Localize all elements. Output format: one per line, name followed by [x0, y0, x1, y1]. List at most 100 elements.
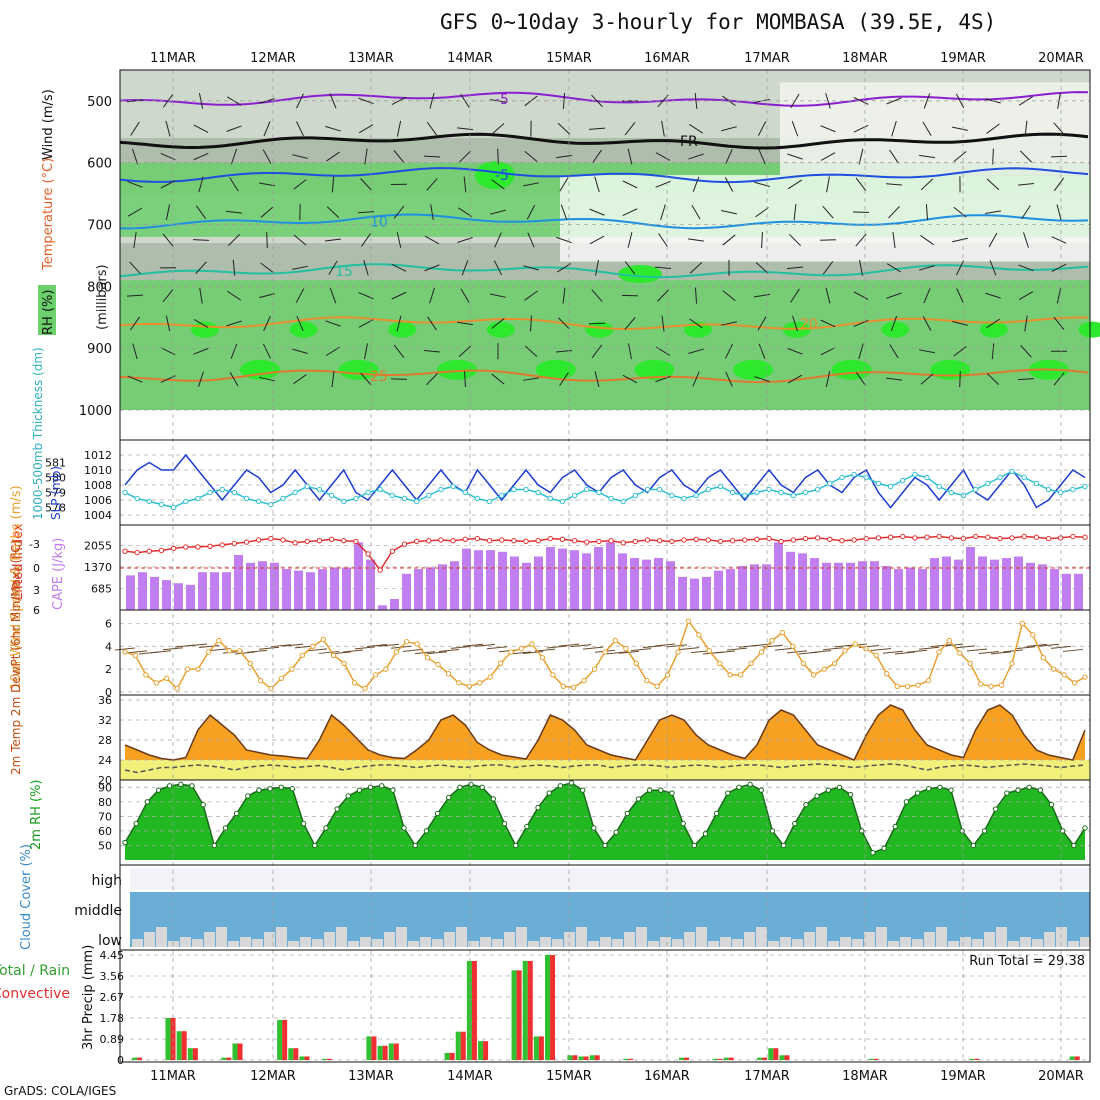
wind-barb [165, 120, 171, 137]
lifted-point [377, 567, 383, 573]
wind-barb-10m [726, 647, 748, 651]
wind-barb [820, 319, 836, 328]
precip-convective-bar [1074, 1056, 1080, 1060]
wind-barb [391, 291, 407, 300]
wind-barb-10m [630, 648, 652, 652]
wind-barb [523, 182, 539, 187]
legend-wind-speed: 10m Wind Speed & Barbs (m/s) [9, 485, 24, 690]
wind-speed-point [623, 645, 629, 652]
wind-speed-point [508, 649, 514, 655]
lifted-point [243, 539, 250, 545]
wind-barb [493, 260, 503, 276]
wind-barb [886, 263, 902, 273]
wind-barb [986, 123, 1000, 134]
lifted-point [280, 537, 286, 543]
precip-total-bar [232, 1043, 238, 1060]
rh-point [412, 842, 418, 849]
wind-barb [559, 177, 569, 192]
thickness-point [960, 492, 967, 499]
wind-barb [457, 321, 473, 326]
wind-barb [920, 178, 934, 191]
thickness-tick: 578 [45, 502, 66, 515]
cloud-low-bar [564, 932, 575, 947]
wind-barb-10m [522, 651, 544, 655]
precip-total-bar [779, 1055, 785, 1060]
cloud-low-bar [1044, 932, 1055, 947]
cape-bar [210, 572, 219, 610]
rh-point [747, 781, 753, 788]
thickness-point [985, 480, 991, 487]
cape-bar [930, 558, 939, 610]
wind-barb [523, 377, 539, 381]
wind-barb [628, 343, 632, 360]
wind-speed-point [518, 645, 525, 652]
wind-barb [391, 263, 407, 272]
wind-barb [162, 233, 174, 247]
wind-barb [129, 261, 141, 275]
temp-tick: 28 [98, 734, 112, 747]
wind-barb [562, 287, 566, 304]
wind-barb [293, 179, 307, 190]
cape-bar [1002, 558, 1011, 610]
lifted-point [353, 538, 359, 545]
cape-bar [162, 580, 171, 610]
wind-barb [789, 233, 801, 247]
wind-barb [661, 120, 665, 137]
wind-barb [691, 205, 701, 220]
cape-bar [318, 569, 327, 610]
precip-convective-bar [583, 1056, 589, 1060]
lifted-point [693, 536, 699, 542]
wind-speed-point [685, 618, 692, 624]
wind-barb [292, 348, 308, 354]
lifted-point [729, 538, 736, 544]
wind-barb [325, 125, 341, 132]
wind-barb [195, 261, 207, 275]
lifted-point [851, 537, 857, 543]
precip-total-bar [466, 960, 472, 1060]
cape-bar [762, 564, 771, 610]
thickness-point [499, 492, 505, 499]
cape-bar [858, 561, 867, 610]
wind-barb-10m [654, 643, 676, 647]
rh-high-blob [634, 359, 675, 380]
precip-total-bar [176, 1031, 182, 1060]
thickness-point [851, 471, 857, 478]
wind-tick: 2 [105, 663, 112, 676]
cape-bar [642, 559, 651, 610]
cape-bar [270, 562, 279, 610]
cape-bar [942, 556, 951, 610]
rh-point [468, 781, 474, 788]
precip-convective-bar [974, 1058, 980, 1060]
rh-point [166, 783, 173, 789]
precip-total-bar [321, 1058, 327, 1060]
date-label-bottom: 16MAR [644, 1069, 690, 1084]
thickness-point [1070, 486, 1076, 493]
wind-barb [885, 183, 903, 186]
wind-barb [328, 260, 338, 275]
thickness-point [778, 489, 784, 496]
thickness-point [268, 501, 274, 508]
rh-point [792, 820, 798, 827]
wind-barb [992, 148, 994, 165]
wind-barb [357, 211, 375, 214]
rh-tick: 70 [98, 810, 112, 823]
wind-barb [595, 259, 599, 276]
wind-barb [790, 288, 800, 303]
thickness-point [608, 495, 614, 502]
wind-speed-point [310, 643, 316, 649]
cape-bar [222, 572, 231, 610]
wind-barb [758, 149, 766, 165]
thickness-point [146, 498, 153, 505]
wind-barb [229, 177, 239, 192]
cape-bar [990, 559, 999, 610]
lifted-point [571, 538, 578, 544]
wind-barb [426, 178, 438, 191]
wind-barb-10m [270, 644, 292, 648]
lifted-point [875, 535, 882, 541]
precip-total-bar [522, 960, 528, 1060]
wind-barb-10m [486, 646, 508, 650]
wind-barb [262, 343, 272, 359]
thickness-point [827, 480, 833, 487]
wind-barb [132, 343, 138, 360]
wind-barb [225, 210, 243, 214]
